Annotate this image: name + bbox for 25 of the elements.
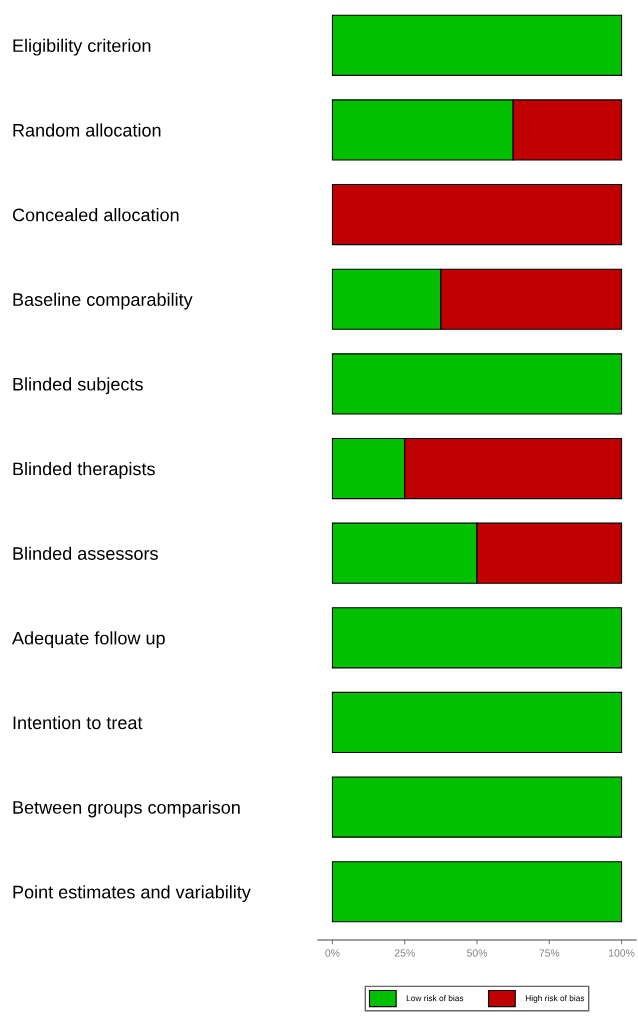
bar [331, 607, 623, 669]
x-tick-label: 100% [609, 949, 635, 957]
y-tick-label: Between groups comparison [13, 800, 240, 818]
y-tick-label: Intention to treat [13, 715, 143, 730]
y-tick-label: Point estimates and variability [13, 885, 251, 903]
y-tick-label: Random allocation [13, 123, 161, 137]
bar [331, 353, 623, 415]
x-tick-label: 50% [466, 949, 488, 957]
bar [331, 14, 623, 76]
legend-label: Low risk of bias [406, 995, 464, 1002]
y-tick-label: Adequate follow up [12, 631, 165, 649]
x-tick-label: 75% [539, 949, 560, 957]
y-tick-label: Blinded therapists [13, 462, 155, 479]
bar [331, 776, 623, 838]
y-tick-label: Baseline comparability [13, 292, 193, 310]
bar [331, 184, 623, 246]
x-tick-label: 25% [394, 949, 415, 957]
legend-label: High risk of bias [525, 995, 585, 1003]
y-tick-label: Blinded subjects [13, 377, 143, 395]
x-tick-label: 0% [325, 949, 340, 957]
bar [331, 691, 623, 754]
y-tick-label: Concealed allocation [12, 208, 179, 222]
y-tick-label: Blinded assessors [13, 546, 158, 560]
y-tick-label: Eligibility criterion [13, 38, 151, 56]
bar [331, 861, 623, 923]
